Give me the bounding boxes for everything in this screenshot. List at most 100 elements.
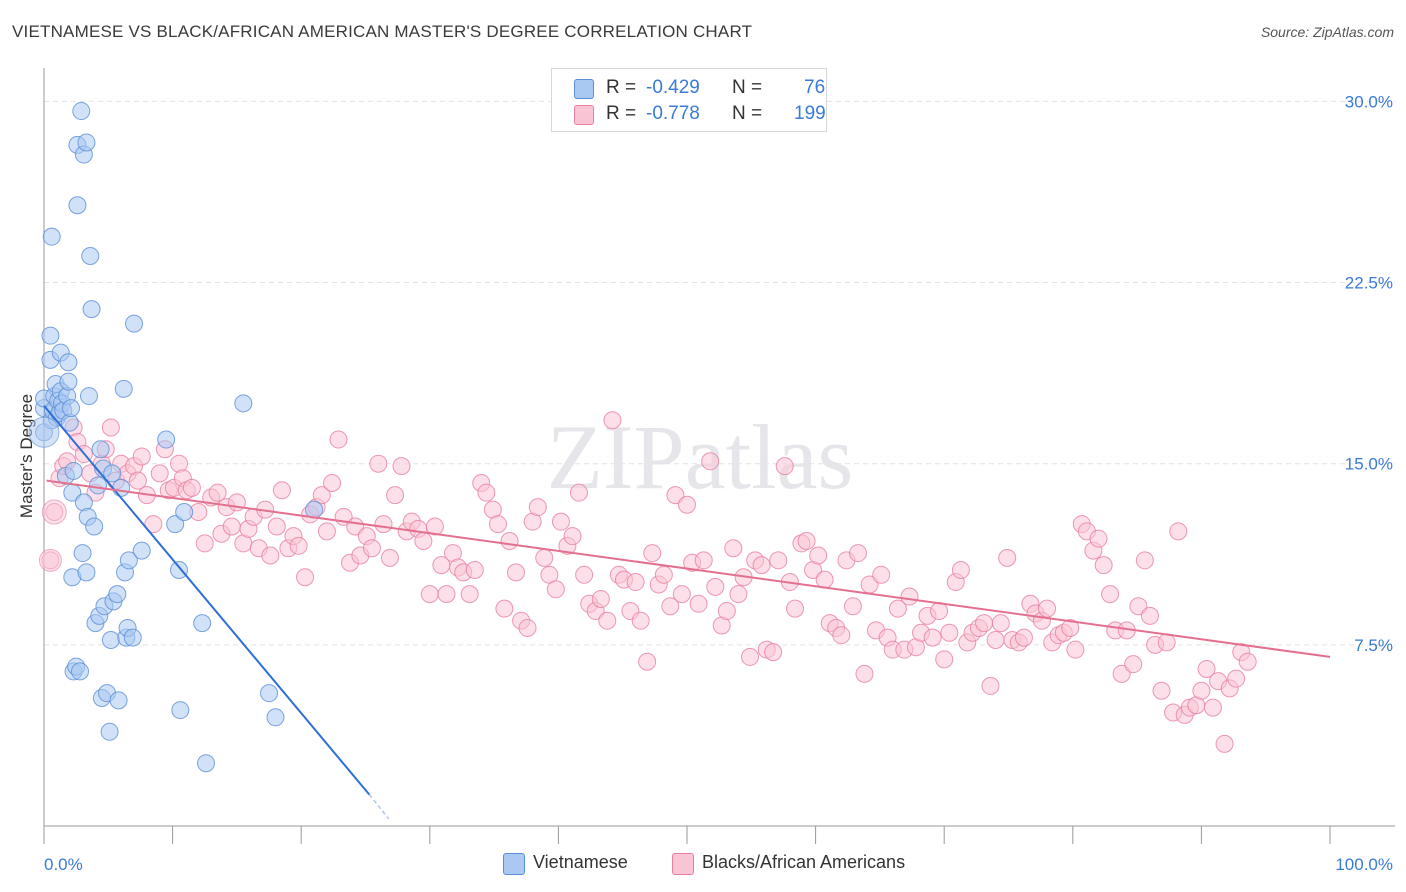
data-point	[125, 314, 144, 333]
trend-lines	[43, 405, 1331, 820]
data-point	[392, 457, 411, 476]
data-point	[1192, 681, 1211, 700]
data-point	[975, 614, 994, 633]
data-point	[101, 418, 120, 437]
data-point	[77, 133, 96, 152]
data-point	[272, 481, 291, 500]
legend-label: Blacks/African Americans	[702, 852, 906, 872]
data-point	[197, 754, 216, 773]
data-point	[764, 643, 783, 662]
x-tick-label: 0.0%	[44, 855, 83, 874]
data-point	[208, 483, 227, 502]
data-point	[380, 548, 399, 567]
stats-legend: R = -0.429 N = 76 R = -0.778 N = 199	[551, 68, 827, 132]
data-point	[849, 544, 868, 563]
data-point	[1066, 640, 1085, 659]
data-point	[1140, 606, 1159, 625]
y-tick-label: 7.5%	[1354, 636, 1393, 655]
data-point	[951, 560, 970, 579]
data-point	[1061, 618, 1080, 637]
data-point	[182, 478, 201, 497]
data-point	[855, 664, 874, 683]
data-point	[666, 486, 685, 505]
data-point	[1101, 585, 1120, 604]
data-point	[638, 652, 657, 671]
data-point	[809, 546, 828, 565]
data-point	[296, 568, 315, 587]
data-point	[986, 631, 1005, 650]
data-point	[108, 585, 127, 604]
n-value: 76	[804, 77, 826, 98]
data-point	[923, 628, 942, 647]
data-point	[775, 457, 794, 476]
n-label: N =	[732, 103, 763, 124]
data-point	[598, 611, 617, 630]
data-point	[59, 353, 78, 372]
data-point	[643, 544, 662, 563]
data-point	[654, 565, 673, 584]
data-point	[166, 515, 185, 534]
data-point	[261, 546, 280, 565]
blacks-swatch	[672, 853, 694, 875]
y-tick-label: 22.5%	[1345, 274, 1393, 293]
y-tick-label: 15.0%	[1345, 455, 1393, 474]
data-point	[234, 394, 253, 413]
data-point	[170, 560, 189, 579]
y-axis-label: Master's Degree	[17, 394, 36, 518]
data-point	[144, 515, 163, 534]
data-point	[706, 577, 725, 596]
data-point	[769, 551, 788, 570]
tick-labels: 7.5% 15.0% 22.5% 30.0% 0.0% 100.0%	[44, 92, 1393, 874]
data-point	[73, 544, 92, 563]
data-point	[1169, 522, 1188, 541]
data-point	[386, 486, 405, 505]
data-point	[832, 626, 851, 645]
data-point	[1203, 698, 1222, 717]
n-label: N =	[732, 77, 763, 98]
data-point	[1124, 655, 1143, 674]
data-point	[260, 684, 279, 703]
data-point	[1157, 633, 1176, 652]
data-point	[569, 483, 588, 502]
data-point	[500, 531, 519, 550]
data-point	[940, 623, 959, 642]
data-point	[175, 503, 194, 522]
data-point	[109, 691, 128, 710]
chart-title: VIETNAMESE VS BLACK/AFRICAN AMERICAN MAS…	[12, 22, 753, 41]
data-point	[119, 551, 138, 570]
data-point	[528, 498, 547, 517]
watermark: ZIPatlas	[547, 406, 854, 508]
data-point	[317, 522, 336, 541]
data-point	[535, 548, 554, 567]
data-point	[1112, 664, 1131, 683]
data-point	[546, 580, 565, 599]
data-point	[729, 585, 748, 604]
data-point	[101, 631, 120, 650]
data-points	[28, 102, 1257, 773]
data-point	[724, 539, 743, 558]
data-point	[41, 499, 67, 525]
data-point	[68, 196, 87, 215]
data-point	[289, 536, 308, 555]
data-point	[193, 614, 212, 633]
data-point	[329, 430, 348, 449]
data-point	[312, 486, 331, 505]
data-point	[843, 597, 862, 616]
data-point	[981, 676, 1000, 695]
data-point	[786, 599, 805, 618]
data-point	[62, 399, 81, 418]
data-point	[91, 440, 110, 459]
y-tick-label: 30.0%	[1345, 92, 1393, 111]
data-point	[797, 531, 816, 550]
data-point	[1129, 597, 1148, 616]
r-label: R =	[606, 103, 637, 124]
data-point	[150, 464, 169, 483]
legend-label: Vietnamese	[533, 852, 628, 872]
data-point	[575, 565, 594, 584]
data-point	[477, 483, 496, 502]
data-point	[872, 565, 891, 584]
data-point	[631, 611, 650, 630]
data-point	[71, 662, 90, 681]
data-point	[888, 599, 907, 618]
